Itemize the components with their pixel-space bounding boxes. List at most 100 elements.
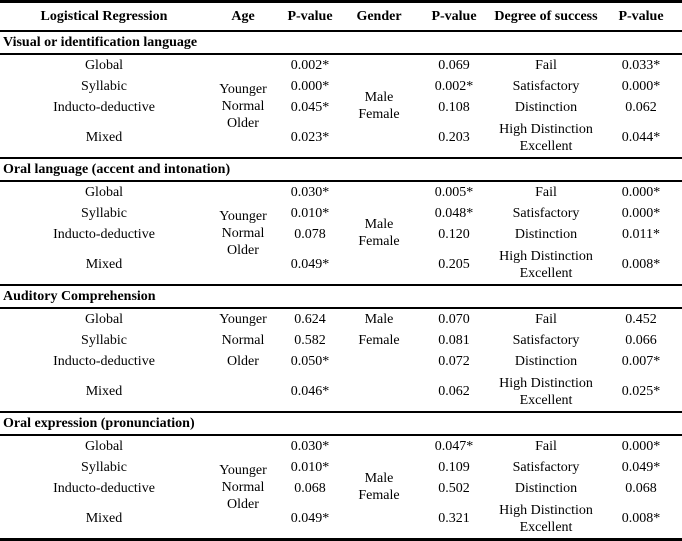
degree-cell: Fail xyxy=(535,58,557,73)
column-header-p-value-age: P-value xyxy=(278,1,342,32)
degree-cell: Satisfactory xyxy=(512,206,580,221)
p-value-degree-cell: 0.049* xyxy=(621,460,661,475)
age-cell: Younger Normal Older xyxy=(219,208,267,258)
p-value-gender-cell: 0.205 xyxy=(438,257,470,272)
degree-cell: Fail xyxy=(535,312,557,327)
age-cell: Younger Normal Older xyxy=(219,81,267,131)
p-value-age-cell: 0.582 xyxy=(294,333,326,348)
age-cell: Older xyxy=(227,354,259,369)
table-row: Inducto-deductive 0.068 0.502 Distinctio… xyxy=(0,478,682,499)
gender-cell: Male Female xyxy=(358,471,400,503)
degree-cell: Fail xyxy=(535,185,557,200)
row-label-cell: Inducto-deductive xyxy=(53,481,155,496)
row-label-cell: Global xyxy=(84,185,124,200)
row-label-cell: Global xyxy=(84,58,124,73)
gender-cell xyxy=(342,372,416,412)
gender-cell: Male Female xyxy=(358,217,400,249)
p-value-age-cell: 0.049* xyxy=(290,511,330,526)
table-row: Mixed 0.046* 0.062 High Distinction Exce… xyxy=(0,372,682,412)
row-label-cell: Syllabic xyxy=(81,79,127,94)
p-value-gender-cell: 0.048* xyxy=(434,206,474,221)
section-title-row: Auditory Comprehension xyxy=(0,284,682,309)
p-value-degree-cell: 0.008* xyxy=(621,257,661,272)
section-title: Visual or identification language xyxy=(0,30,682,55)
degree-cell: Satisfactory xyxy=(512,333,580,348)
degree-cell: Satisfactory xyxy=(512,460,580,475)
header-row: Logistical Regression Age P-value Gender… xyxy=(0,1,682,32)
degree-cell: High Distinction Excellent xyxy=(499,375,593,408)
p-value-degree-cell: 0.000* xyxy=(621,185,661,200)
degree-cell: Distinction xyxy=(514,481,578,496)
p-value-age-cell: 0.049* xyxy=(290,257,330,272)
p-value-degree-cell: 0.008* xyxy=(621,511,661,526)
degree-cell: Distinction xyxy=(514,100,578,115)
p-value-degree-cell: 0.000* xyxy=(621,79,661,94)
degree-cell: Fail xyxy=(535,439,557,454)
p-value-degree-cell: 0.033* xyxy=(621,58,661,73)
p-value-age-cell: 0.002* xyxy=(290,58,330,73)
p-value-degree-cell: 0.000* xyxy=(621,439,661,454)
p-value-gender-cell: 0.108 xyxy=(438,100,470,115)
section-title: Oral expression (pronunciation) xyxy=(0,411,682,436)
table-row: Inducto-deductive 0.045* 0.108 Distincti… xyxy=(0,97,682,118)
p-value-gender-cell: 0.002* xyxy=(434,79,474,94)
p-value-age-cell: 0.010* xyxy=(290,460,330,475)
p-value-gender-cell: 0.120 xyxy=(438,227,470,242)
section-title-row: Oral expression (pronunciation) xyxy=(0,411,682,436)
p-value-degree-cell: 0.066 xyxy=(625,333,657,348)
row-label-cell: Mixed xyxy=(85,384,123,399)
column-header-gender: Gender xyxy=(342,1,416,32)
p-value-gender-cell: 0.069 xyxy=(438,58,470,73)
p-value-age-cell: 0.045* xyxy=(290,100,330,115)
row-label-cell: Syllabic xyxy=(81,333,127,348)
section-title: Oral language (accent and intonation) xyxy=(0,157,682,182)
table-row: Syllabic 0.000* 0.002* Satisfactory 0.00… xyxy=(0,76,682,97)
column-header-p-value-gender: P-value xyxy=(416,1,492,32)
table-row: Syllabic 0.010* 0.048* Satisfactory 0.00… xyxy=(0,203,682,224)
row-label-cell: Global xyxy=(84,439,124,454)
p-value-age-cell: 0.046* xyxy=(290,384,330,399)
p-value-degree-cell: 0.011* xyxy=(622,227,660,242)
p-value-gender-cell: 0.062 xyxy=(438,384,470,399)
gender-cell xyxy=(342,351,416,372)
degree-cell: Distinction xyxy=(514,227,578,242)
p-value-age-cell: 0.000* xyxy=(290,79,330,94)
table-row: Global Younger Normal Older 0.030* Male … xyxy=(0,181,682,258)
p-value-age-cell: 0.010* xyxy=(290,206,330,221)
table-row: Mixed 0.049* 0.321 High Distinction Exce… xyxy=(0,499,682,540)
p-value-gender-cell: 0.005* xyxy=(434,185,474,200)
table-row: Global Younger Normal Older 0.030* Male … xyxy=(0,435,682,512)
table-row: Inducto-deductive 0.078 0.120 Distinctio… xyxy=(0,224,682,245)
table-row: Global Younger Normal Older 0.002* Male … xyxy=(0,54,682,131)
gender-cell: Male xyxy=(364,312,394,327)
degree-cell: Distinction xyxy=(514,354,578,369)
p-value-gender-cell: 0.070 xyxy=(438,312,470,327)
degree-cell: High Distinction Excellent xyxy=(499,248,593,281)
gender-cell: Female xyxy=(358,333,400,348)
p-value-age-cell: 0.624 xyxy=(294,312,326,327)
p-value-degree-cell: 0.068 xyxy=(625,481,657,496)
row-label-cell: Global xyxy=(84,312,124,327)
age-cell: Younger Normal Older xyxy=(219,462,267,512)
table-row: Mixed 0.049* 0.205 High Distinction Exce… xyxy=(0,245,682,285)
table-row: Global Younger 0.624 Male 0.070 Fail 0.4… xyxy=(0,308,682,330)
age-cell: Normal xyxy=(221,333,265,348)
p-value-degree-cell: 0.000* xyxy=(621,206,661,221)
column-header-logistical-regression: Logistical Regression xyxy=(0,1,208,32)
p-value-degree-cell: 0.007* xyxy=(621,354,661,369)
p-value-gender-cell: 0.203 xyxy=(438,130,470,145)
p-value-degree-cell: 0.062 xyxy=(625,100,657,115)
row-label-cell: Mixed xyxy=(85,257,123,272)
degree-cell: High Distinction Excellent xyxy=(499,502,593,535)
section-title-row: Visual or identification language xyxy=(0,30,682,55)
row-label-cell: Inducto-deductive xyxy=(53,354,155,369)
p-value-age-cell: 0.078 xyxy=(294,227,326,242)
p-value-gender-cell: 0.502 xyxy=(438,481,470,496)
p-value-age-cell: 0.050* xyxy=(290,354,330,369)
gender-cell: Male Female xyxy=(358,90,400,122)
p-value-age-cell: 0.030* xyxy=(290,439,330,454)
p-value-gender-cell: 0.321 xyxy=(438,511,470,526)
degree-cell: Satisfactory xyxy=(512,79,580,94)
row-label-cell: Mixed xyxy=(85,130,123,145)
